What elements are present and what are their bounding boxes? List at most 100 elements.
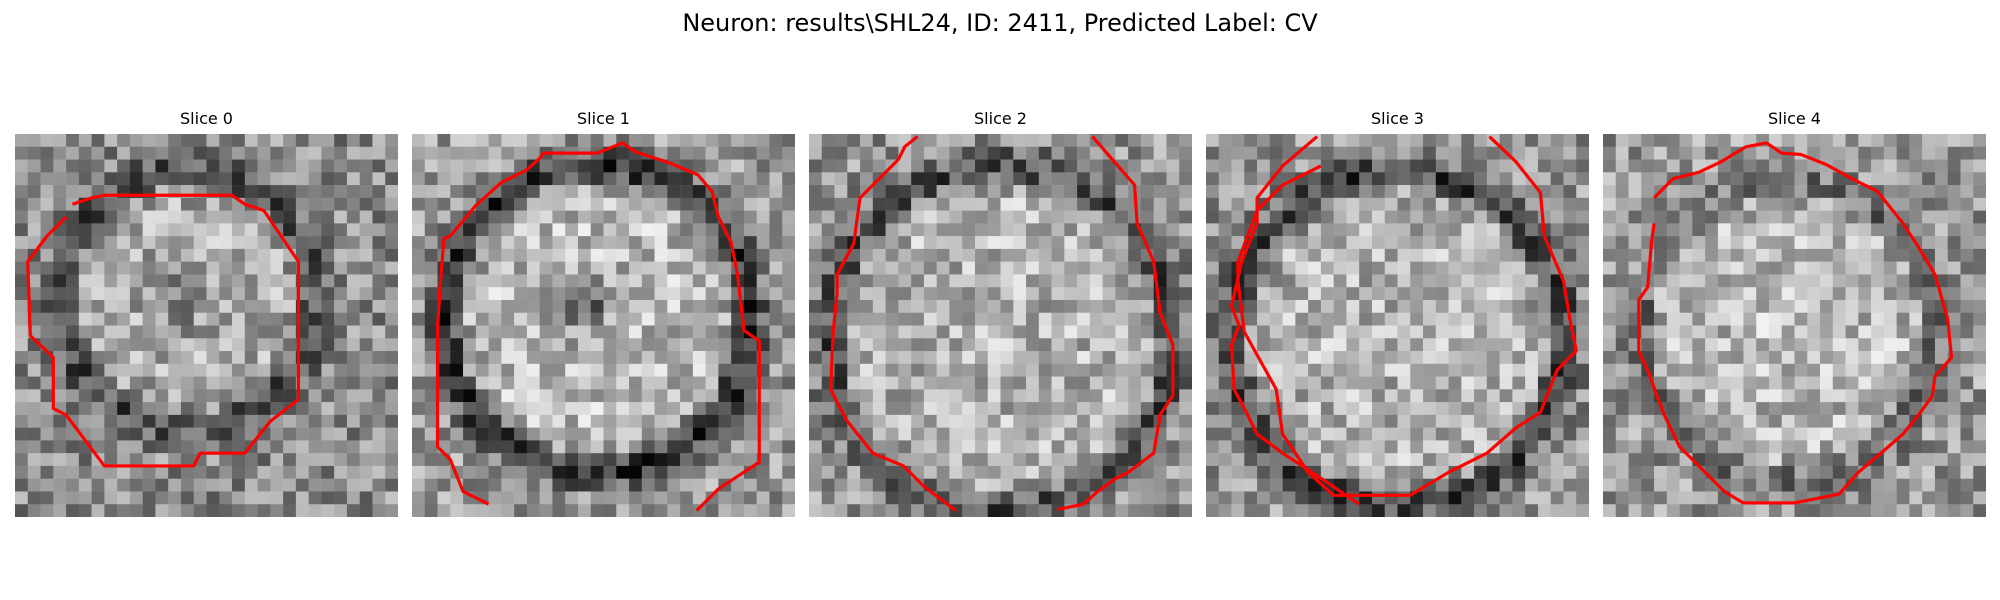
image-pixel [860, 223, 874, 237]
image-pixel [1089, 414, 1103, 428]
image-pixel [385, 491, 398, 505]
image-pixel [1257, 465, 1271, 479]
image-pixel [667, 427, 681, 441]
image-pixel [552, 236, 566, 250]
image-pixel [1295, 223, 1309, 237]
image-pixel [66, 402, 80, 416]
image-pixel [1089, 402, 1103, 416]
image-pixel [321, 236, 335, 250]
image-pixel [1858, 363, 1872, 377]
image-pixel [1654, 159, 1668, 173]
image-pixel [1295, 351, 1309, 365]
image-pixel [270, 427, 284, 441]
image-pixel [334, 185, 348, 199]
image-pixel [1871, 325, 1885, 339]
image-pixel [1845, 402, 1859, 416]
image-pixel [346, 223, 360, 237]
image-pixel [667, 363, 681, 377]
image-pixel [1486, 504, 1500, 517]
image-pixel [450, 376, 464, 390]
image-pixel [1064, 287, 1078, 301]
image-pixel [1257, 261, 1271, 275]
image-pixel [1435, 248, 1449, 262]
image-pixel [885, 504, 899, 517]
image-pixel [987, 363, 1001, 377]
image-pixel [590, 134, 604, 148]
image-pixel [346, 261, 360, 275]
image-pixel [66, 351, 80, 365]
image-pixel [1179, 172, 1192, 186]
image-pixel [1102, 376, 1116, 390]
image-pixel [987, 389, 1001, 403]
image-pixel [1550, 299, 1564, 313]
image-pixel [1026, 312, 1040, 326]
image-pixel [1000, 491, 1014, 505]
image-pixel [718, 402, 732, 416]
image-pixel [1743, 504, 1757, 517]
image-pixel [1845, 210, 1859, 224]
image-pixel [1973, 478, 1986, 492]
image-pixel [616, 338, 630, 352]
image-pixel [1102, 197, 1116, 211]
image-pixel [27, 172, 41, 186]
image-pixel [769, 299, 783, 313]
image-pixel [168, 312, 182, 326]
image-pixel [206, 491, 220, 505]
image-pixel [782, 465, 795, 479]
image-pixel [206, 504, 220, 517]
image-pixel [1794, 287, 1808, 301]
image-pixel [885, 185, 899, 199]
image-pixel [1064, 274, 1078, 288]
image-pixel [257, 465, 271, 479]
image-pixel [219, 363, 233, 377]
image-pixel [450, 427, 464, 441]
image-pixel [1909, 287, 1923, 301]
image-pixel [1756, 325, 1770, 339]
image-pixel [1666, 159, 1680, 173]
image-pixel [1973, 159, 1986, 173]
image-pixel [1832, 389, 1846, 403]
image-pixel [731, 172, 745, 186]
image-pixel [1654, 261, 1668, 275]
image-pixel [270, 325, 284, 339]
image-pixel [1922, 146, 1936, 160]
image-pixel [66, 389, 80, 403]
image-pixel [590, 504, 604, 517]
image-pixel [526, 440, 540, 454]
image-pixel [168, 440, 182, 454]
image-pixel [1654, 504, 1668, 517]
image-pixel [1308, 210, 1322, 224]
image-pixel [1013, 325, 1027, 339]
image-pixel [1896, 389, 1910, 403]
image-pixel [1960, 325, 1974, 339]
image-pixel [847, 159, 861, 173]
image-pixel [27, 465, 41, 479]
image-pixel [1153, 172, 1167, 186]
image-pixel [1525, 427, 1539, 441]
image-pixel [1934, 172, 1948, 186]
image-pixel [488, 491, 502, 505]
image-pixel [334, 236, 348, 250]
image-pixel [1013, 414, 1027, 428]
image-pixel [680, 223, 694, 237]
slice-image [1603, 134, 1986, 517]
image-pixel [488, 465, 502, 479]
image-pixel [40, 465, 54, 479]
image-pixel [1115, 402, 1129, 416]
image-pixel [475, 338, 489, 352]
image-pixel [1474, 402, 1488, 416]
image-pixel [1115, 491, 1129, 505]
image-pixel [1845, 197, 1859, 211]
image-pixel [987, 465, 1001, 479]
image-pixel [142, 427, 156, 441]
image-pixel [514, 159, 528, 173]
image-pixel [898, 248, 912, 262]
image-pixel [1743, 338, 1757, 352]
image-pixel [15, 491, 29, 505]
image-pixel [680, 236, 694, 250]
image-pixel [40, 146, 54, 160]
image-pixel [577, 491, 591, 505]
image-pixel [180, 427, 194, 441]
image-pixel [117, 134, 131, 148]
image-pixel [155, 325, 169, 339]
